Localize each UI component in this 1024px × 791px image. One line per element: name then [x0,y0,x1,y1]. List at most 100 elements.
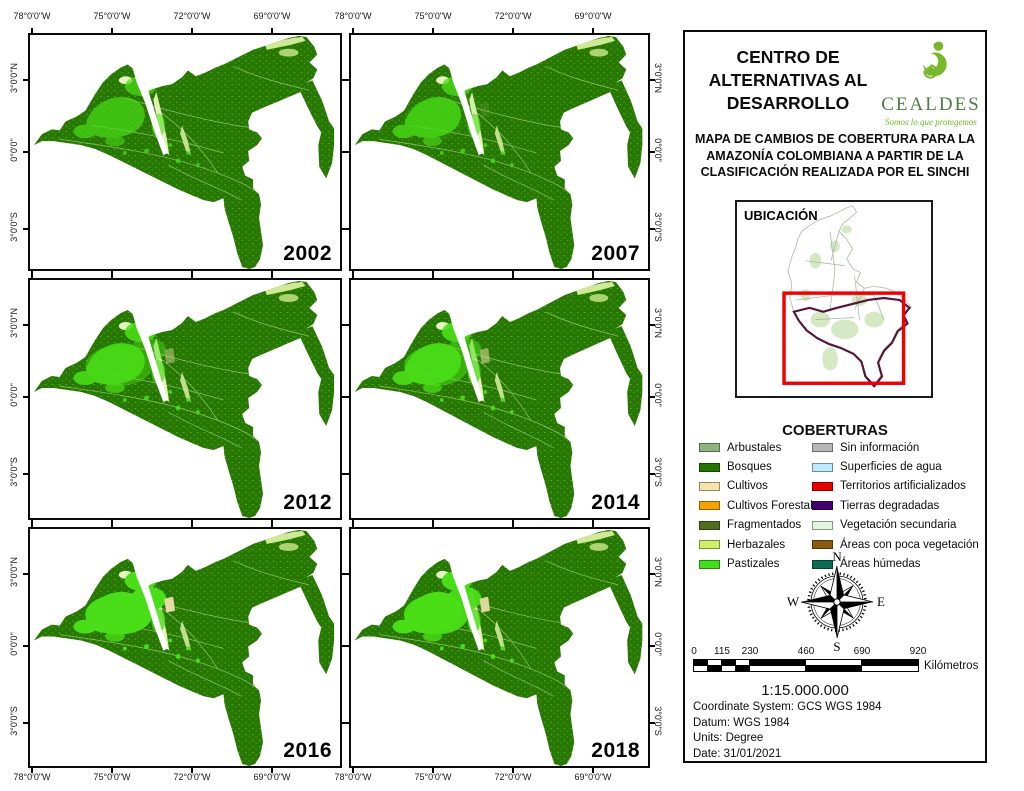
map-panel-2012: 2012 [23,273,347,525]
graticule-tick [23,324,29,326]
legend-label: Áreas húmedas [840,558,921,571]
scale-bar-segment [806,666,862,671]
legend-item: Arbustales [699,438,812,457]
panel-year-label: 2014 [591,491,640,514]
legend-swatch [812,540,833,550]
legend-swatch [812,481,833,491]
longitude-label: 69°0'0"W [574,11,612,21]
legend-item: Territorios artificializados [812,477,979,496]
graticule-tick [111,273,113,279]
metadata-line: Units: Degree [693,732,764,744]
longitude-label: 75°0'0"W [414,772,452,782]
graticule-tick [344,573,350,575]
scale-tick-label: 690 [853,646,871,657]
map-panel-2014: 2014 [344,273,655,525]
amazon-coverage-map [33,529,335,766]
graticule-tick [592,767,594,773]
legend-item: Fragmentados [699,516,812,535]
legend-label: Superficies de agua [840,461,942,474]
amazon-coverage-map [354,35,643,269]
graticule-tick [271,767,273,773]
graticule-tick [23,573,29,575]
graticule-tick [191,767,193,773]
latitude-label: 0°0'0" [9,632,19,656]
latitude-label: 3°0'0"S [9,706,19,736]
metadata-line: Coordinate System: GCS WGS 1984 [693,701,882,713]
graticule-tick [592,273,594,279]
graticule-tick [271,28,273,34]
legend-swatch [812,501,833,511]
scale-bar-segment [862,666,918,671]
graticule-tick [111,28,113,34]
graticule-tick [512,522,514,528]
latitude-label: 3°0'0"S [9,457,19,487]
metadata-line: Date: 31/01/2021 [693,747,782,760]
compass-north-label: N [832,550,842,564]
legend-label: Sin información [840,441,920,454]
legend-swatch [699,520,720,530]
graticule-tick [111,767,113,773]
legend-label: Áreas con poca vegetación [840,538,979,551]
legend-item: Cultivos Forestales [699,496,825,515]
longitude-label: 78°0'0"W [334,772,372,782]
scale-tick-label: 0 [691,646,697,657]
info-panel: CENTRO DE ALTERNATIVAS AL DESARROLLO CEA… [683,30,987,763]
graticule-tick [649,645,655,647]
legend-item: Pastizales [699,554,812,573]
amazon-coverage-map [33,35,335,269]
amazon-coverage-map [33,281,335,518]
graticule-tick [191,522,193,528]
legend-label: Vegetación secundaria [840,519,957,532]
graticule-tick [23,228,29,230]
panel-year-label: 2016 [283,739,332,762]
legend-swatch [812,443,833,453]
graticule-tick [649,722,655,724]
longitude-label: 72°0'0"W [494,11,532,21]
legend-label: Tierras degradadas [840,499,940,512]
graticule-tick [344,79,350,81]
metadata-block: Coordinate System: GCS WGS 1984 Datum: WG… [693,700,882,762]
logo-wordmark: CEALDES [881,94,981,115]
graticule-tick [352,28,354,34]
panel-year-label: 2002 [283,242,332,265]
legend-swatch [812,462,833,472]
longitude-label: 69°0'0"W [253,11,291,21]
longitude-label: 69°0'0"W [574,772,612,782]
latitude-label: 3°0'0"N [9,556,19,588]
graticule-tick [432,273,434,279]
graticule-tick [352,522,354,528]
amazon-coverage-map [354,281,643,518]
graticule-tick [432,28,434,34]
panel-year-label: 2012 [283,491,332,514]
longitude-label: 75°0'0"W [93,11,131,21]
graticule-tick [23,151,29,153]
longitude-label: 72°0'0"W [494,772,532,782]
latitude-label: 3°0'0"S [653,706,663,736]
graticule-tick [649,228,655,230]
legend-swatch [699,481,720,491]
map-panel-2018: 2018 [344,522,655,773]
graticule-tick [432,767,434,773]
graticule-tick [31,522,33,528]
graticule-tick [649,573,655,575]
longitude-label: 78°0'0"W [13,772,51,782]
compass-west-label: W [787,594,800,609]
scale-bar-segment [708,666,722,671]
graticule-tick [649,79,655,81]
panel-year-label: 2007 [591,242,640,265]
legend-item: Bosques [699,457,812,476]
longitude-label: 72°0'0"W [173,772,211,782]
scale-tick-label: 920 [909,646,927,657]
graticule-tick [512,273,514,279]
graticule-tick [23,79,29,81]
longitude-label: 75°0'0"W [93,772,131,782]
graticule-tick [352,767,354,773]
legend-label: Fragmentados [727,519,802,532]
extent-rectangle [782,291,906,385]
graticule-tick [344,722,350,724]
scale-bar: 0 115 230 460 690 920 Kilómetros 1:15.000.000 [691,646,981,706]
logo-tagline: Somos lo que protegemos [885,117,977,127]
longitude-label: 75°0'0"W [414,11,452,21]
legend-swatch [699,540,720,550]
graticule-tick [23,645,29,647]
